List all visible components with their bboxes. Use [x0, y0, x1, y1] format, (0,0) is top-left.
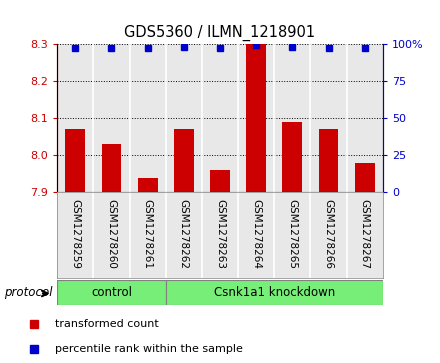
Text: GSM1278266: GSM1278266: [323, 199, 334, 269]
Text: GSM1278260: GSM1278260: [106, 199, 117, 269]
Bar: [246, 44, 266, 192]
Bar: [319, 129, 338, 192]
Text: GSM1278267: GSM1278267: [360, 199, 370, 269]
Text: Csnk1a1 knockdown: Csnk1a1 knockdown: [214, 286, 335, 299]
Title: GDS5360 / ILMN_1218901: GDS5360 / ILMN_1218901: [125, 25, 315, 41]
Bar: [66, 129, 85, 192]
Bar: [138, 178, 158, 192]
Text: GSM1278265: GSM1278265: [287, 199, 297, 269]
Bar: [166, 280, 383, 305]
Bar: [102, 144, 121, 192]
Bar: [282, 122, 302, 192]
Bar: [174, 129, 194, 192]
Text: GSM1278263: GSM1278263: [215, 199, 225, 269]
Text: percentile rank within the sample: percentile rank within the sample: [55, 344, 243, 354]
Bar: [210, 170, 230, 192]
Text: GSM1278264: GSM1278264: [251, 199, 261, 269]
Text: GSM1278262: GSM1278262: [179, 199, 189, 269]
Text: GSM1278259: GSM1278259: [70, 199, 80, 269]
Text: control: control: [91, 286, 132, 299]
Text: GSM1278261: GSM1278261: [143, 199, 153, 269]
Text: transformed count: transformed count: [55, 319, 159, 329]
Text: protocol: protocol: [4, 286, 53, 299]
Bar: [355, 163, 375, 192]
Bar: [57, 280, 166, 305]
